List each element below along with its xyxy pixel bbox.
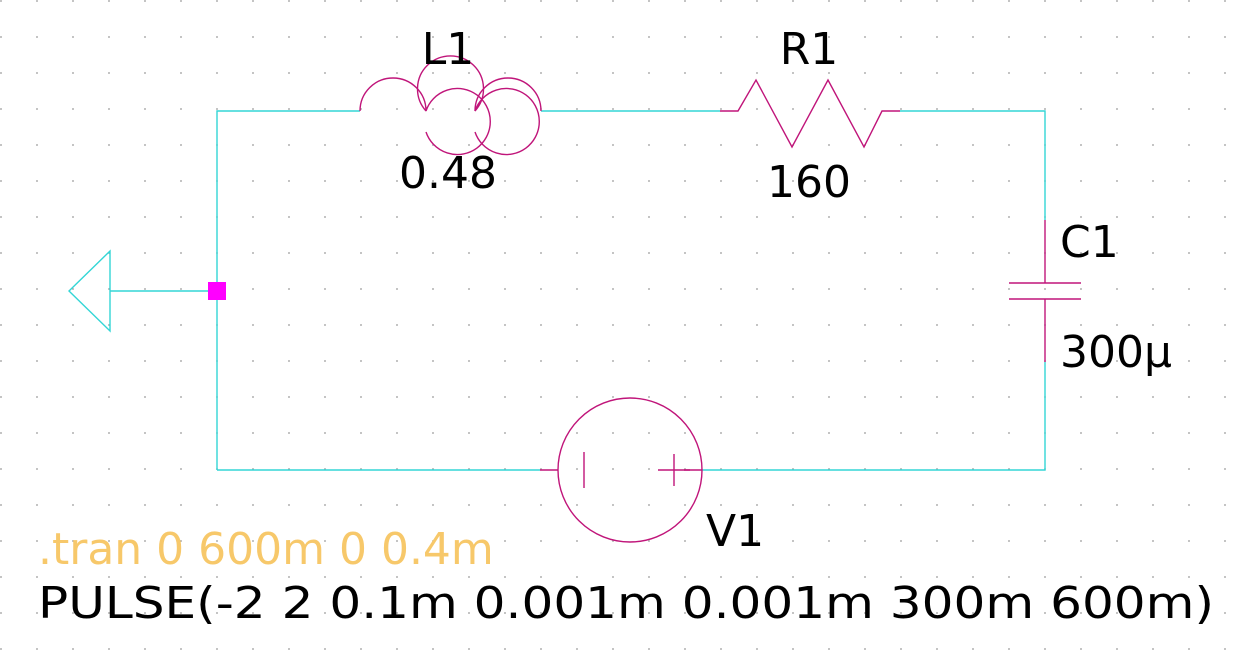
- inductor-value-label: 0.48: [399, 148, 497, 199]
- simulation-directive[interactable]: .tran 0 600m 0 0.4m: [38, 524, 494, 575]
- source-value-label: PULSE(-2 2 0.1m 0.001m 0.001m 300m 600m): [38, 578, 1214, 629]
- capacitor-c1[interactable]: [1009, 220, 1081, 362]
- source-ref-label: V1: [706, 506, 764, 557]
- wires: [110, 110, 1046, 471]
- resistor-value-label: 160: [767, 157, 851, 208]
- wire-capacitor-source[interactable]: [702, 362, 1046, 471]
- inductor-ref-label: L1: [422, 24, 475, 75]
- junction-node[interactable]: [208, 282, 226, 300]
- capacitor-ref-label: C1: [1060, 217, 1119, 268]
- voltage-source-v1[interactable]: [540, 397, 703, 543]
- ground-symbol[interactable]: [67, 249, 111, 333]
- resistor-ref-label: R1: [780, 24, 839, 75]
- wire-resistor-capacitor[interactable]: [900, 110, 1046, 220]
- resistor-r1[interactable]: [720, 78, 900, 149]
- capacitor-value-label: 300µ: [1060, 327, 1172, 378]
- inductor-l1[interactable]: [359, 55, 542, 156]
- wire-left-top[interactable]: [216, 110, 360, 470]
